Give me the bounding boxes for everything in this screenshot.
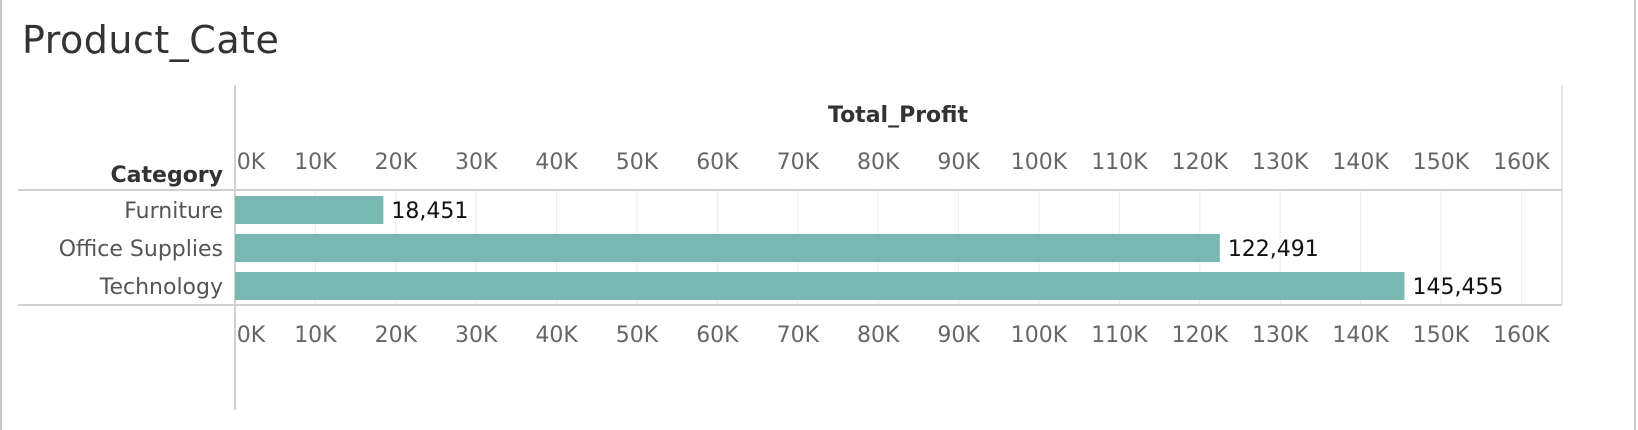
x-tick-label-top: 60K [696, 150, 739, 175]
x-tick-label-bottom: 80K [857, 323, 900, 348]
bars [235, 196, 1405, 300]
x-tick-label-top: 160K [1493, 150, 1550, 175]
x-tick-label-top: 130K [1252, 150, 1309, 175]
page-right-border [1634, 0, 1636, 430]
data-label: 145,455 [1412, 275, 1503, 300]
bar [235, 234, 1220, 262]
x-tick-label-top: 70K [777, 150, 820, 175]
bottom-x-axis: 0K 10K 20K 30K 40K 50K 60K 70K 80K 90K 100K 110K 120… [237, 323, 1550, 348]
bar [235, 196, 384, 224]
x-tick-label-top: 110K [1091, 150, 1148, 175]
data-label: 122,491 [1228, 237, 1319, 262]
category-label: Technology [99, 275, 223, 300]
x-tick-label-bottom: 140K [1332, 323, 1389, 348]
x-tick-label-bottom: 10K [294, 323, 337, 348]
x-tick-label-bottom: 60K [696, 323, 739, 348]
top-x-axis: 0K 10K 20K 30K 40K 50K 60K 70K 80K 90K 100K 110K 120… [237, 150, 1550, 175]
x-tick-label-bottom: 90K [937, 323, 980, 348]
x-tick-label-bottom: 130K [1252, 323, 1309, 348]
x-tick-label-bottom: 160K [1493, 323, 1550, 348]
data-label: 18,451 [391, 199, 468, 224]
x-tick-label-top: 90K [937, 150, 980, 175]
x-axis-title: Total_Profit [828, 103, 968, 128]
x-tick-label-top: 50K [616, 150, 659, 175]
x-tick-label-bottom: 100K [1011, 323, 1068, 348]
x-tick-label-top: 10K [294, 150, 337, 175]
x-tick-label-top: 20K [375, 150, 418, 175]
x-tick-label-bottom: 150K [1413, 323, 1470, 348]
x-tick-label-bottom: 20K [375, 323, 418, 348]
x-tick-label-bottom: 40K [535, 323, 578, 348]
x-tick-label-top: 140K [1332, 150, 1389, 175]
page-left-border [0, 0, 2, 430]
category-labels: Furniture Office Supplies Technology [59, 199, 223, 300]
x-tick-label-bottom: 0K [237, 323, 266, 348]
x-tick-label-bottom: 30K [455, 323, 498, 348]
x-tick-label-top: 80K [857, 150, 900, 175]
bar [235, 272, 1405, 300]
category-header: Category [111, 163, 223, 188]
x-tick-label-bottom: 110K [1091, 323, 1148, 348]
x-tick-label-top: 0K [237, 150, 266, 175]
x-tick-label-bottom: 120K [1172, 323, 1229, 348]
x-tick-label-bottom: 70K [777, 323, 820, 348]
category-label: Furniture [124, 199, 223, 224]
sheet-title: Product_Cate [22, 18, 280, 62]
x-tick-label-top: 120K [1172, 150, 1229, 175]
x-tick-label-top: 150K [1413, 150, 1470, 175]
x-tick-label-bottom: 50K [616, 323, 659, 348]
x-tick-label-top: 100K [1011, 150, 1068, 175]
category-label: Office Supplies [59, 237, 223, 262]
data-labels: 18,451 122,491 145,455 [391, 199, 1503, 300]
x-tick-label-top: 30K [455, 150, 498, 175]
x-tick-label-top: 40K [535, 150, 578, 175]
